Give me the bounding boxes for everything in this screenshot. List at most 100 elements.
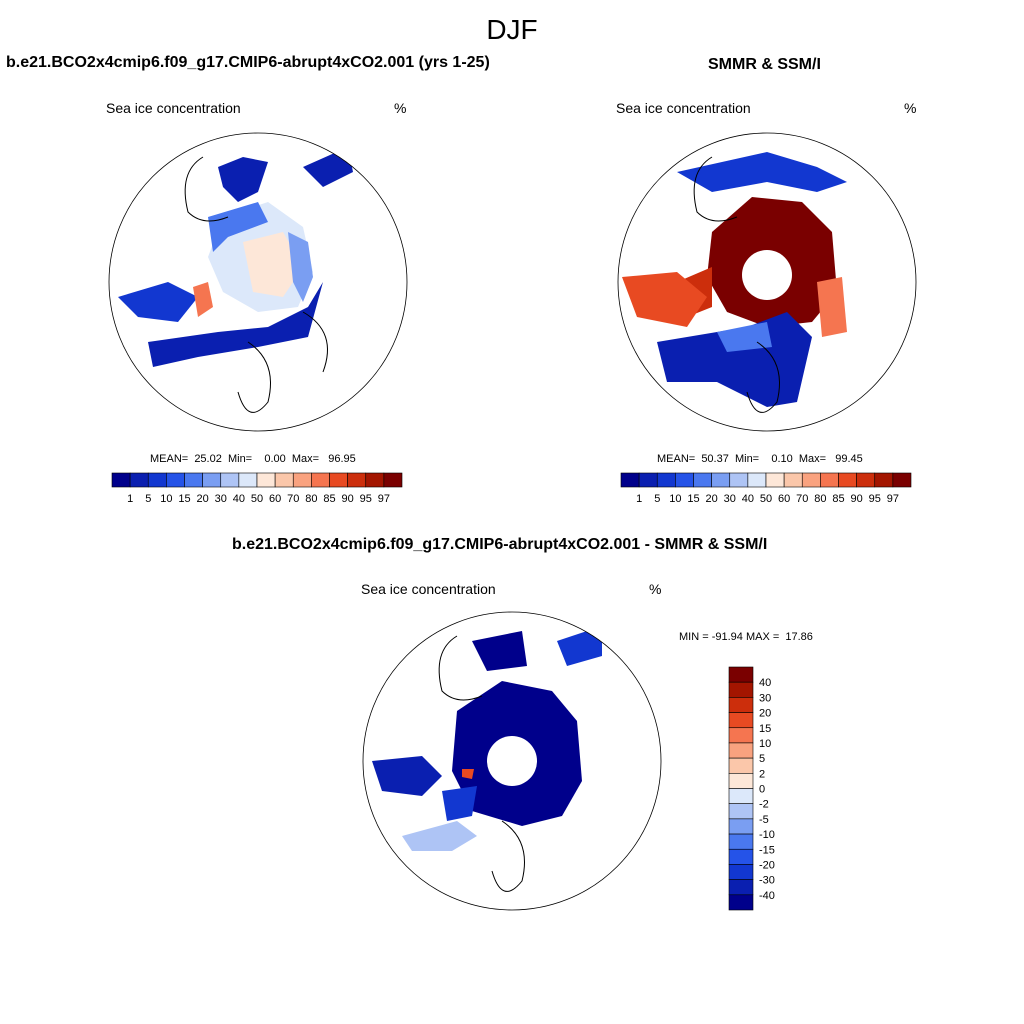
diff-colorbar-swatch bbox=[728, 666, 754, 683]
obs-colorbar-tick-label: 80 bbox=[814, 493, 826, 505]
diff-colorbar-tick-label: -2 bbox=[759, 799, 769, 811]
model-colorbar-swatch bbox=[238, 472, 258, 488]
obs-colorbar-tick-label: 97 bbox=[887, 493, 899, 505]
diff-unit-label: % bbox=[649, 581, 662, 597]
model-colorbar-tick-label: 5 bbox=[145, 493, 151, 505]
model-panel-title: b.e21.BCO2x4cmip6.f09_g17.CMIP6-abrupt4x… bbox=[6, 54, 490, 71]
diff-colorbar-swatch bbox=[728, 712, 754, 729]
obs-ice-atl-light bbox=[717, 322, 772, 352]
model-colorbar-swatch bbox=[256, 472, 276, 488]
season-title: DJF bbox=[486, 14, 538, 45]
model-colorbar-tick-label: 85 bbox=[323, 493, 335, 505]
obs-pole-hole bbox=[742, 250, 792, 300]
diff-colorbar-tick-label: -40 bbox=[759, 890, 775, 902]
diff-colorbar-tick-label: 5 bbox=[759, 753, 765, 765]
obs-panel-title: SMMR & SSM/I bbox=[708, 56, 821, 73]
obs-colorbar-tick-label: 5 bbox=[654, 493, 660, 505]
model-ice-baffin bbox=[218, 157, 268, 202]
model-coast-asia bbox=[237, 341, 271, 413]
model-colorbar-tick-label: 80 bbox=[305, 493, 317, 505]
diff-colorbar-tick-label: 40 bbox=[759, 677, 771, 689]
obs-colorbar-swatch bbox=[892, 472, 912, 488]
model-colorbar-swatch bbox=[383, 472, 403, 488]
model-colorbar-tick-label: 90 bbox=[342, 493, 354, 505]
diff-coast-asia bbox=[491, 820, 525, 892]
diff-colorbar-tick-label: 15 bbox=[759, 723, 771, 735]
obs-colorbar-tick-label: 40 bbox=[742, 493, 754, 505]
diff-colorbar-tick-label: -10 bbox=[759, 829, 775, 841]
obs-colorbar-swatch bbox=[729, 472, 749, 488]
model-colorbar-swatch bbox=[220, 472, 240, 488]
model-colorbar-swatch bbox=[329, 472, 348, 488]
obs-colorbar-swatch bbox=[820, 472, 839, 488]
diff-ice-bering bbox=[472, 631, 527, 671]
obs-ice-atlantic bbox=[657, 312, 812, 407]
diff-panel-title: b.e21.BCO2x4cmip6.f09_g17.CMIP6-abrupt4x… bbox=[232, 536, 768, 553]
obs-colorbar-tick-label: 95 bbox=[869, 493, 881, 505]
model-colorbar-swatch bbox=[147, 472, 167, 488]
model-ice-kara bbox=[288, 232, 313, 302]
model-colorbar-swatch bbox=[347, 472, 367, 488]
model-ice-central-warm bbox=[243, 232, 303, 297]
diff-ice-greenland-sea bbox=[442, 786, 477, 821]
obs-colorbar-swatch bbox=[638, 472, 658, 488]
diff-colorbar-swatch bbox=[728, 879, 754, 896]
model-colorbar-swatch bbox=[292, 472, 312, 488]
obs-polar-map bbox=[617, 132, 917, 432]
model-colorbar-swatch bbox=[311, 472, 330, 488]
diff-colorbar-tick-label: -30 bbox=[759, 875, 775, 887]
obs-colorbar-tick-label: 85 bbox=[832, 493, 844, 505]
obs-field-label: Sea ice concentration bbox=[616, 100, 751, 116]
obs-colorbar-tick-label: 90 bbox=[851, 493, 863, 505]
obs-ice-bering bbox=[677, 152, 847, 192]
diff-colorbar-swatch bbox=[728, 864, 754, 880]
model-colorbar-tick-label: 1 bbox=[127, 493, 133, 505]
model-ice-west bbox=[118, 282, 198, 322]
model-colorbar-tick-label: 97 bbox=[378, 493, 390, 505]
model-coast-greenland bbox=[184, 156, 229, 222]
diff-colorbar-swatch bbox=[728, 727, 754, 744]
diff-colorbar-swatch bbox=[728, 788, 754, 804]
diff-colorbar-tick-label: 30 bbox=[759, 692, 771, 704]
diff-ice-atlantic bbox=[402, 821, 477, 851]
diff-colorbar-tick-label: -15 bbox=[759, 844, 775, 856]
model-coast-scand bbox=[302, 311, 328, 373]
obs-colorbar-tick-label: 30 bbox=[724, 493, 736, 505]
diff-colorbar-swatch bbox=[728, 894, 754, 911]
model-colorbar-swatch bbox=[184, 472, 203, 488]
model-colorbar-swatch bbox=[365, 472, 385, 488]
obs-colorbar-swatch bbox=[765, 472, 785, 488]
obs-colorbar-tick-label: 50 bbox=[760, 493, 772, 505]
obs-stats: MEAN= 50.37 Min= 0.10 Max= 99.45 bbox=[657, 453, 863, 465]
model-colorbar-tick-label: 60 bbox=[269, 493, 281, 505]
diff-ice-west bbox=[372, 756, 442, 796]
diff-colorbar-swatch bbox=[728, 757, 754, 774]
obs-coast-greenland bbox=[693, 156, 738, 222]
diff-colorbar-swatch bbox=[728, 773, 754, 789]
obs-colorbar-swatch bbox=[783, 472, 803, 488]
obs-colorbar-tick-label: 20 bbox=[706, 493, 718, 505]
diff-colorbar-swatch bbox=[728, 818, 754, 835]
obs-colorbar-swatch bbox=[620, 472, 640, 488]
model-colorbar-swatch bbox=[166, 472, 185, 488]
diff-colorbar-tick-label: -5 bbox=[759, 814, 769, 826]
model-colorbar-tick-label: 40 bbox=[233, 493, 245, 505]
diff-ice-small-red bbox=[462, 769, 474, 779]
diff-pole-hole bbox=[487, 736, 537, 786]
obs-ice-orange-east bbox=[817, 277, 847, 337]
diff-colorbar-tick-label: 2 bbox=[759, 768, 765, 780]
obs-colorbar-swatch bbox=[838, 472, 857, 488]
diff-colorbar-tick-label: 0 bbox=[759, 784, 765, 796]
obs-unit-label: % bbox=[904, 100, 917, 116]
model-colorbar-tick-label: 95 bbox=[360, 493, 372, 505]
obs-colorbar-swatch bbox=[874, 472, 894, 488]
diff-colorbar-tick-label: -20 bbox=[759, 859, 775, 871]
diff-colorbar-swatch bbox=[728, 803, 754, 820]
model-field-label: Sea ice concentration bbox=[106, 100, 241, 116]
diff-colorbar-tick-label: 10 bbox=[759, 738, 771, 750]
obs-colorbar-swatch bbox=[693, 472, 712, 488]
obs-ice-west bbox=[622, 272, 707, 327]
model-colorbar-tick-label: 50 bbox=[251, 493, 263, 505]
obs-coast-asia bbox=[746, 341, 780, 413]
